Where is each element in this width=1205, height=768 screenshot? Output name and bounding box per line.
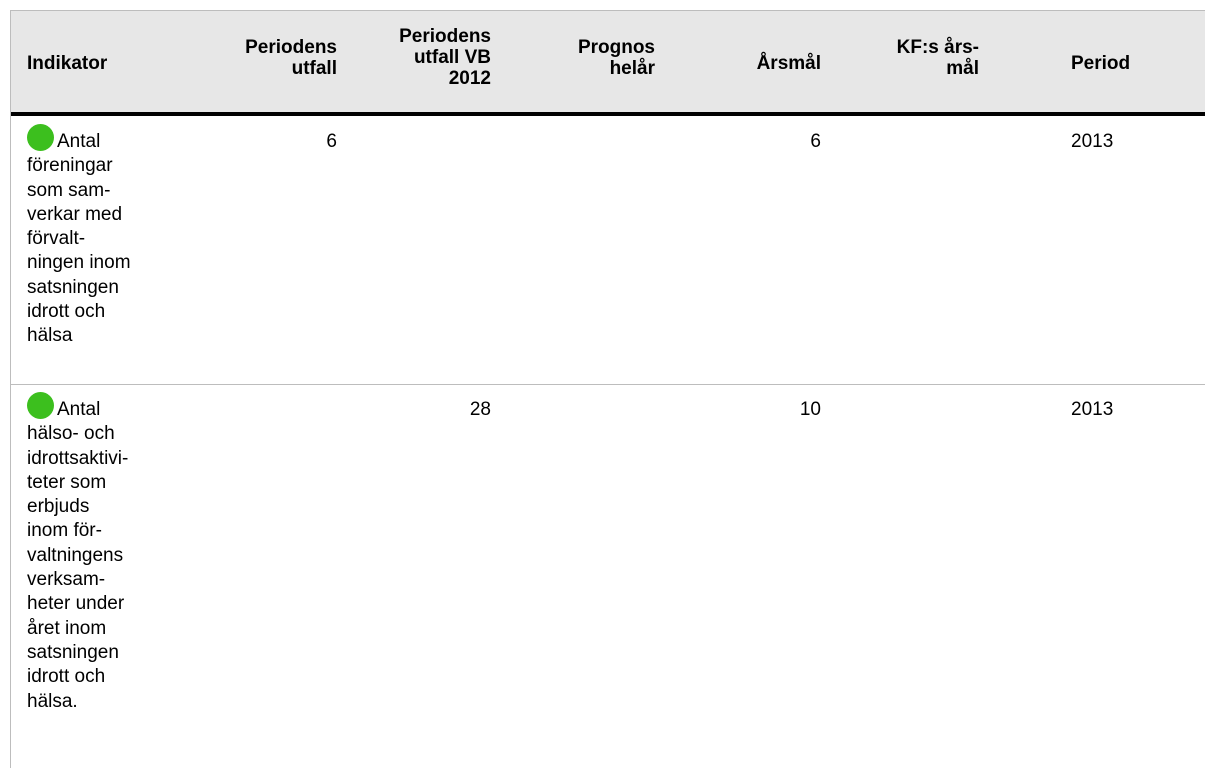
indikator-first-line: Antal: [27, 392, 177, 422]
indikator-line: Antal: [57, 131, 101, 152]
row-1-arsmal: 6: [810, 131, 821, 152]
header-period: Period: [1071, 53, 1131, 74]
row-1-periodens-utfall: 6: [326, 131, 337, 152]
header-kf-arsmal: KF:s års- mål: [831, 37, 979, 79]
indikator-line: verksam-: [27, 569, 106, 591]
header-periodens-utfall: Periodens utfall: [191, 37, 337, 79]
header-line: utfall VB: [413, 47, 491, 68]
table-header: [11, 11, 1205, 112]
row-1-period: 2013: [1071, 131, 1114, 152]
header-line: Periodens: [245, 37, 337, 58]
indikator-line: inom för-: [27, 520, 102, 542]
header-indikator: Indikator: [27, 53, 108, 74]
indikator-line: ningen inom: [27, 252, 131, 274]
header-line: KF:s års-: [896, 37, 979, 58]
header-divider: [11, 112, 1205, 116]
header-arsmal: Årsmål: [756, 53, 821, 74]
row-2-indikator: Antal hälso- och idrottsaktivi- teter so…: [27, 392, 177, 714]
status-green-icon: [27, 392, 54, 419]
indikator-line: idrott och: [27, 301, 106, 323]
indikator-line: satsningen: [27, 641, 119, 663]
indikator-line: satsningen: [27, 276, 119, 298]
indikator-line: hälso- och: [27, 423, 115, 445]
header-line: helår: [609, 58, 655, 79]
indikator-first-line: Antal: [27, 124, 177, 154]
row-divider: [11, 384, 1205, 385]
header-line: Periodens: [399, 26, 491, 47]
indikator-line: förvalt-: [27, 228, 86, 250]
row-1-indikator: Antal föreningar som sam- verkar med för…: [27, 124, 177, 349]
row-2-periodens-utfall-vb: 28: [469, 399, 491, 420]
status-green-icon: [27, 124, 54, 151]
header-line: Prognos: [577, 37, 655, 58]
indikator-line: hälsa: [27, 325, 73, 347]
indicator-table: Indikator Periodens utfall Periodens utf…: [10, 10, 1205, 768]
indikator-line: året inom: [27, 617, 107, 639]
indikator-line: valtningens: [27, 544, 124, 566]
row-2-arsmal: 10: [799, 399, 821, 420]
header-line: 2012: [448, 68, 491, 89]
indikator-line: som sam-: [27, 179, 111, 201]
indikator-line: teter som: [27, 471, 107, 493]
header-periodens-utfall-vb: Periodens utfall VB 2012: [341, 26, 491, 89]
row-2-period: 2013: [1071, 399, 1114, 420]
indikator-line: heter under: [27, 593, 125, 615]
indikator-line: verkar med: [27, 203, 123, 225]
header-prognos: Prognos helår: [511, 37, 655, 79]
header-line: utfall: [291, 58, 337, 79]
indikator-line: idrott och: [27, 666, 106, 688]
indikator-line: idrottsaktivi-: [27, 447, 129, 469]
header-line: mål: [946, 58, 979, 79]
indikator-line: föreningar: [27, 155, 113, 177]
indikator-line: erbjuds: [27, 496, 90, 518]
indikator-line: Antal: [57, 399, 101, 420]
indikator-line: hälsa.: [27, 690, 78, 712]
